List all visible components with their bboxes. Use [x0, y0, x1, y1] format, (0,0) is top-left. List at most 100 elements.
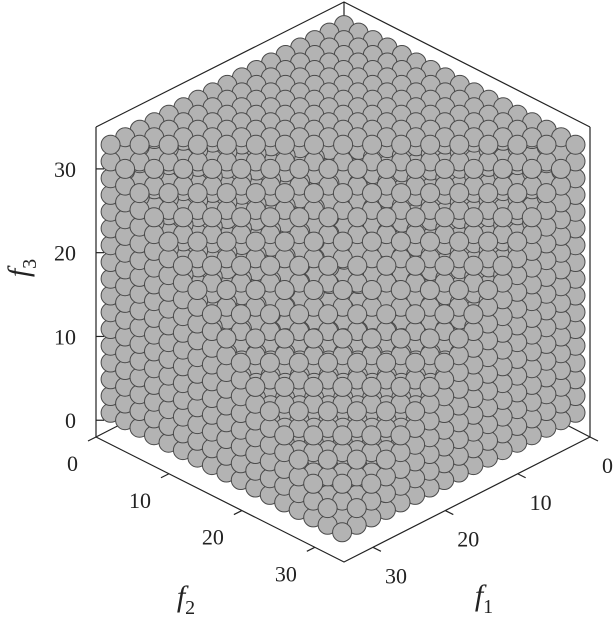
- data-point: [288, 352, 309, 373]
- f3-tick-label: 10: [54, 324, 76, 349]
- data-point: [172, 255, 193, 276]
- data-point: [173, 207, 194, 228]
- data-point: [478, 231, 499, 252]
- data-point: [245, 134, 266, 155]
- data-point: [391, 183, 412, 204]
- data-point: [288, 449, 309, 470]
- data-point: [260, 304, 280, 325]
- data-point: [202, 207, 223, 228]
- data-point: [187, 231, 208, 252]
- data-point: [216, 134, 237, 155]
- data-point: [274, 183, 295, 204]
- data-point: [507, 134, 528, 155]
- f1-tick-label: 20: [457, 527, 479, 552]
- data-point: [317, 449, 338, 470]
- data-point: [187, 134, 208, 155]
- data-point: [317, 401, 338, 422]
- data-point: [144, 207, 164, 228]
- data-point: [259, 352, 280, 373]
- data-point: [448, 280, 469, 300]
- data-point: [362, 183, 382, 204]
- f1-tick-mark: [372, 546, 382, 552]
- data-point: [158, 134, 179, 155]
- data-point: [478, 183, 499, 204]
- data-point: [289, 158, 310, 179]
- data-point: [419, 280, 440, 300]
- data-point: [449, 231, 470, 252]
- data-point: [303, 231, 324, 252]
- f1-axis-ticks: 0 10 20 30: [372, 436, 613, 588]
- f3-tick-label: 20: [54, 241, 76, 266]
- data-point: [318, 304, 339, 325]
- data-point: [173, 158, 194, 179]
- f2-tick-mark: [160, 473, 170, 479]
- data-point: [346, 449, 367, 470]
- data-point: [274, 328, 295, 349]
- data-point: [332, 328, 353, 349]
- f2-tick-label: 10: [129, 488, 151, 513]
- data-point: [245, 328, 266, 349]
- data-point: [361, 376, 382, 397]
- data-point: [376, 255, 397, 276]
- f1-tick-label: 10: [530, 490, 552, 515]
- data-point: [274, 425, 295, 446]
- data-point: [434, 158, 455, 179]
- data-point: [231, 207, 252, 228]
- data-point: [390, 425, 411, 446]
- data-point: [449, 183, 470, 204]
- data-point: [347, 158, 368, 179]
- data-point: [259, 401, 280, 422]
- data-point: [492, 207, 513, 228]
- f2-tick-mark: [87, 436, 97, 442]
- data-point: [434, 352, 455, 373]
- data-point: [390, 376, 411, 397]
- data-point: [347, 304, 368, 325]
- data-point: [304, 134, 324, 155]
- data-point: [419, 376, 440, 397]
- data-point: [274, 134, 295, 155]
- data-point: [347, 255, 368, 276]
- data-point: [463, 158, 484, 179]
- data-point: [405, 158, 426, 179]
- data-point: [245, 231, 266, 252]
- data-point: [361, 473, 382, 494]
- data-point: [376, 158, 397, 179]
- data-point: [448, 328, 469, 349]
- data-point: [332, 183, 353, 204]
- frame-bottom: [95, 436, 591, 563]
- data-point: [303, 425, 324, 446]
- f2-axis-label: f2: [177, 580, 195, 617]
- data-point: [405, 352, 426, 373]
- data-point: [376, 401, 396, 422]
- data-point: [347, 352, 368, 373]
- f1-tick-label: 0: [602, 453, 613, 478]
- data-point: [216, 231, 237, 252]
- data-point: [376, 207, 397, 228]
- data-point: [405, 255, 426, 276]
- data-point: [405, 207, 426, 228]
- data-point: [245, 376, 266, 397]
- data-point: [536, 134, 557, 155]
- data-point: [362, 134, 383, 155]
- data-point: [332, 231, 353, 252]
- data-point: [550, 158, 571, 179]
- data-point: [405, 304, 426, 325]
- data-point: [390, 280, 411, 300]
- data-point: [420, 134, 441, 155]
- data-point: [361, 328, 382, 349]
- f1-axis-label: f1: [475, 579, 493, 617]
- data-point: [289, 304, 310, 325]
- data-point: [187, 280, 208, 300]
- data-point: [274, 231, 295, 252]
- data-point: [303, 183, 324, 204]
- data-point: [361, 231, 382, 252]
- data-point: [391, 134, 412, 155]
- f2-axis-ticks: 0 10 20 30: [67, 436, 316, 586]
- f1-tick-label: 30: [385, 563, 407, 588]
- data-point: [216, 280, 237, 300]
- data-point: [332, 425, 353, 446]
- data-point: [216, 328, 237, 349]
- data-point: [129, 183, 150, 204]
- f2-tick-mark: [233, 509, 243, 516]
